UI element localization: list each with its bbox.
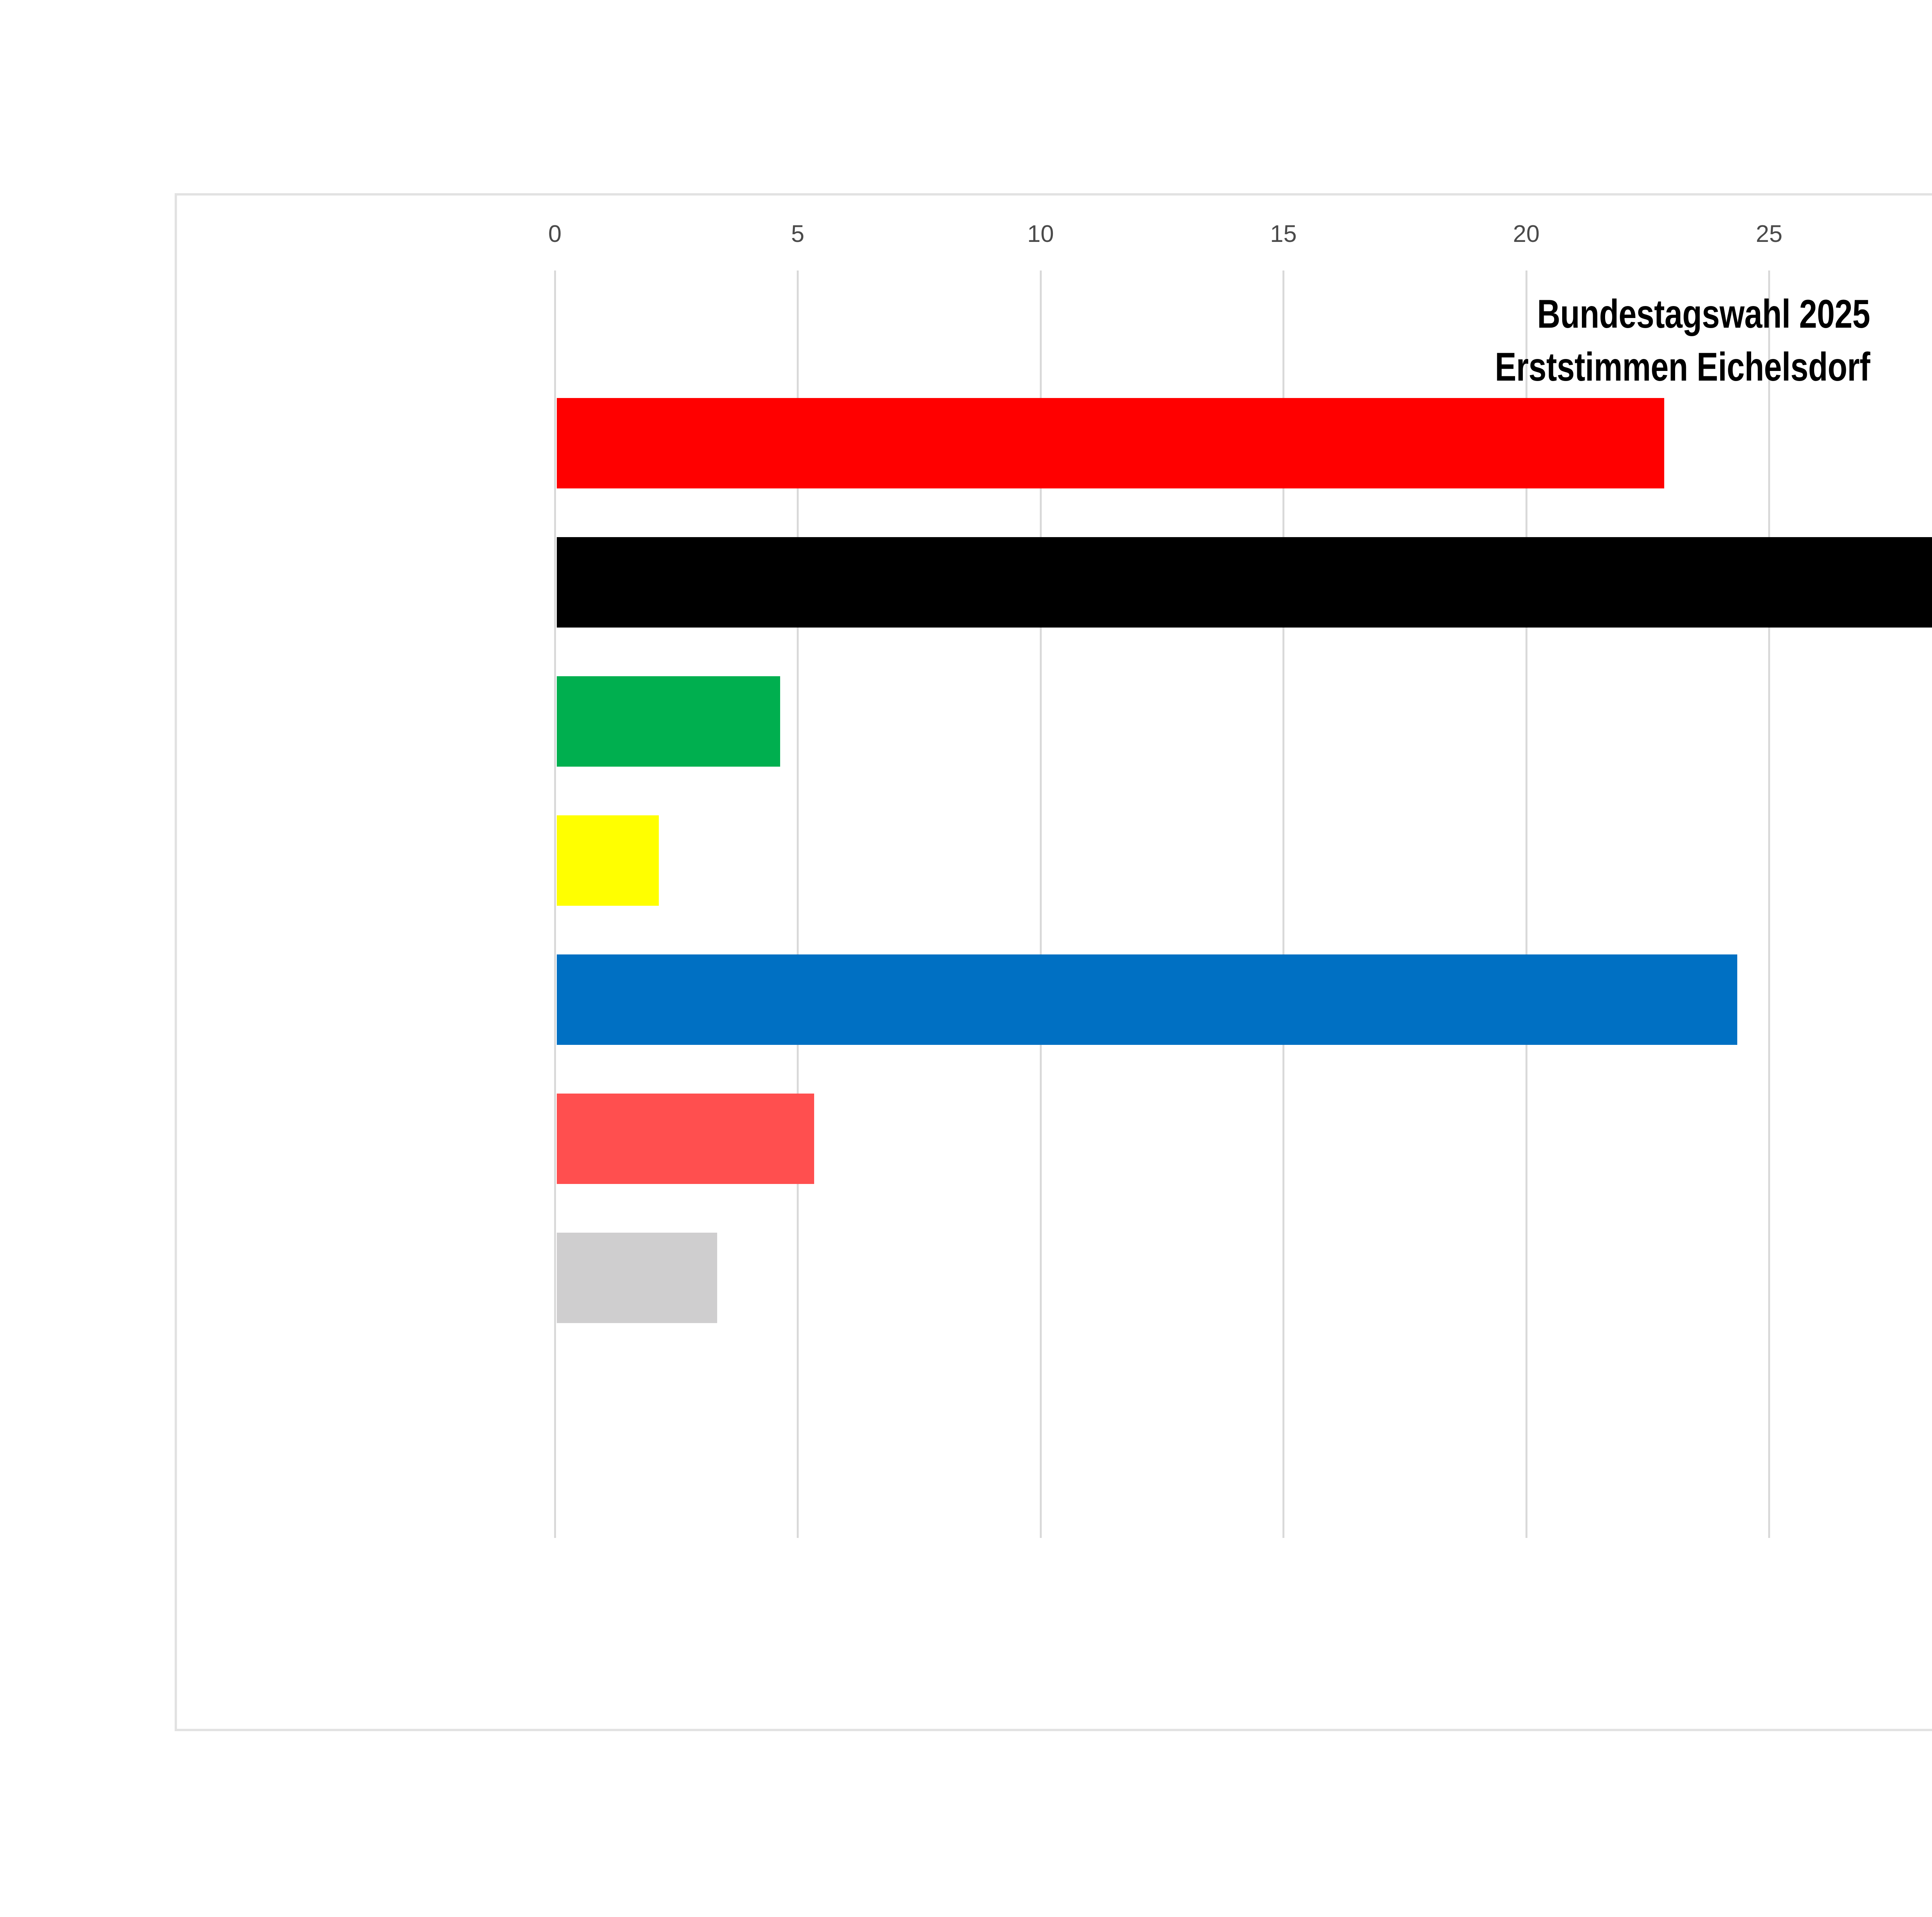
- chart-plot-area: 051015202530354022,8 %Natalie Pawlik (SP…: [548, 221, 1932, 1538]
- bar-fdp[interactable]: [557, 815, 659, 906]
- chart-title-line-1: Bundestagswahl 2025: [1537, 292, 1870, 337]
- gridline-5: [797, 270, 799, 1538]
- bar-grüne[interactable]: [557, 676, 781, 767]
- x-tick-label-20: 20: [1513, 221, 1540, 247]
- bar-cdu[interactable]: [557, 537, 1932, 628]
- bar-row: 22,8 %Natalie Pawlik (SPD): [555, 373, 1932, 512]
- bar-die-linke[interactable]: [557, 1094, 815, 1184]
- gridline-20: [1525, 270, 1527, 1538]
- x-tick-label-5: 5: [791, 221, 804, 247]
- gridline-10: [1039, 270, 1042, 1538]
- x-tick-label-15: 15: [1270, 221, 1297, 247]
- bar-row: 3,3 %Andere: [555, 1208, 1932, 1347]
- bar-andere[interactable]: [557, 1233, 717, 1323]
- bar-row: 37,6 %Dr. Thomas Pauls (CDU): [555, 512, 1932, 651]
- bar-row: 24,3 %Klaus Hermann (AfD): [555, 930, 1932, 1069]
- gridline-25: [1768, 270, 1770, 1538]
- bar-row: 5,3 %Lukas Freiberger (Die Linke): [555, 1069, 1932, 1208]
- bar-row: 2,1 %Peter Heldt (FDP): [555, 791, 1932, 930]
- x-tick-label-10: 10: [1027, 221, 1054, 247]
- chart-title: Bundestagswahl 2025 Erststimmen Eichelsd…: [1495, 288, 1870, 394]
- bar-spd[interactable]: [557, 398, 1664, 488]
- x-tick-label-0: 0: [548, 221, 562, 247]
- gridline-15: [1282, 270, 1284, 1538]
- x-tick-label-25: 25: [1756, 221, 1782, 247]
- chart-title-line-2: Erststimmen Eichelsdorf: [1495, 345, 1870, 390]
- gridline-0: [554, 270, 556, 1538]
- bar-afd[interactable]: [557, 954, 1737, 1045]
- bar-row: 4,6 %Esra Edel (GRÜNE): [555, 651, 1932, 791]
